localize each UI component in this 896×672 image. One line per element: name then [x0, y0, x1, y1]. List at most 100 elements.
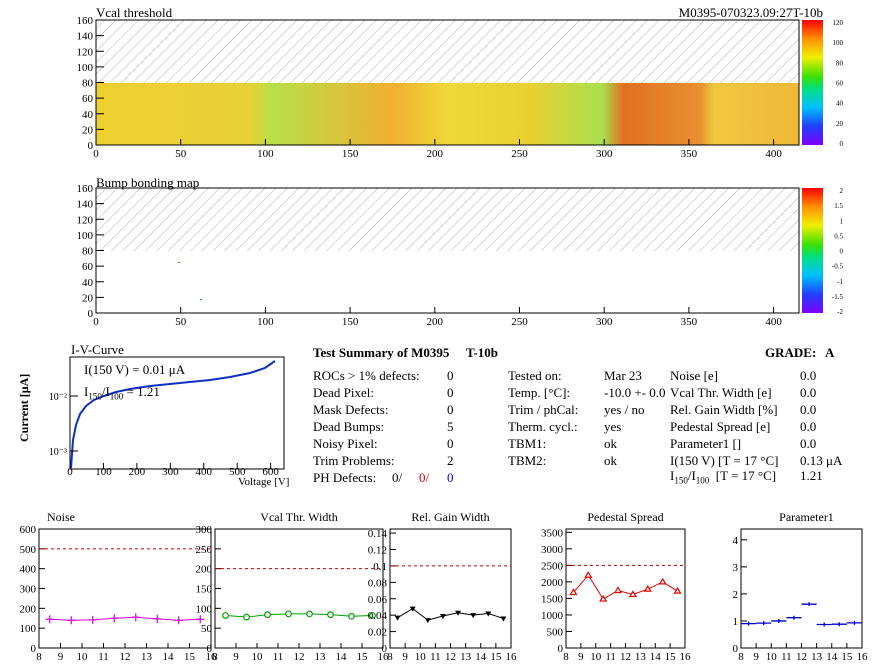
iv-ratio-i: I [84, 384, 89, 399]
trend-y-tick: 0.04 [368, 610, 388, 622]
trend-y-tick: 50 [201, 623, 213, 635]
trend-x-tick: 11 [781, 651, 792, 663]
trend-point [285, 610, 292, 618]
vcal-y-tick: 60 [82, 93, 94, 105]
trend-title: Pedestal Spread [587, 510, 663, 524]
trend-x-tick: 10 [590, 651, 602, 663]
trend-point [409, 606, 416, 612]
vcal-y-tick: 100 [77, 62, 94, 74]
bump-x-tick: 100 [257, 316, 274, 328]
summary-middle-value: Mar 23 [604, 368, 642, 383]
trend-point [153, 614, 162, 623]
grade-label: GRADE: [765, 345, 817, 360]
trend-y-tick: 3500 [541, 527, 564, 539]
vcal-y-tick: 160 [77, 15, 94, 27]
trend-point [673, 586, 682, 594]
trend-point [369, 612, 376, 619]
trend-point [222, 612, 229, 619]
trend-point [439, 613, 446, 619]
trend-x-tick: 16 [378, 651, 390, 663]
trend-y-tick: 200 [196, 564, 213, 576]
trend-title: Rel. Gain Width [411, 510, 489, 524]
trend-x-tick: 9 [578, 651, 584, 663]
bump-y-tick: 0 [88, 308, 94, 320]
trend-x-tick: 10 [77, 651, 89, 663]
trend-x-tick: 15 [665, 651, 677, 663]
trend-y-tick: 1500 [541, 593, 564, 605]
trend-y-tick: 3 [733, 562, 739, 574]
trend-title: Parameter1 [779, 510, 834, 524]
trend-x-tick: 9 [58, 651, 64, 663]
trend-x-tick: 8 [36, 651, 42, 663]
trend-y-tick: 0.12 [368, 545, 387, 557]
ratio-mid: /I [687, 468, 696, 483]
bump-palette-tick: -1.5 [832, 293, 844, 301]
trend-x-tick: 9 [233, 651, 239, 663]
trend-point [131, 613, 140, 622]
bump-y-tick: 60 [82, 261, 94, 273]
trend-y-tick: 0.1 [373, 561, 387, 573]
ratio-temp: [T = 17 °C] [715, 468, 777, 483]
trend-point [424, 618, 431, 624]
trend-y-tick: 0 [558, 643, 564, 655]
bump-palette-tick: 1.5 [834, 202, 843, 210]
summary-left-label: Dead Pixel: [313, 385, 375, 400]
trend-point [846, 620, 862, 625]
vcal-palette-tick: 0 [840, 140, 844, 148]
trend-point [614, 586, 623, 594]
trend-y-tick: 100 [20, 623, 37, 635]
bump-x-tick: 250 [511, 316, 528, 328]
trend-y-tick: 0 [382, 643, 388, 655]
trend-y-tick: 1000 [541, 610, 564, 622]
bump-y-tick: 100 [77, 230, 94, 242]
trend-x-tick: 11 [98, 651, 109, 663]
trend-x-tick: 13 [141, 651, 153, 663]
trend-point [786, 615, 802, 620]
trend-point [196, 615, 205, 624]
summary-middle-value: -10.0 +- 0.0 [604, 385, 666, 400]
bump-x-tick: 0 [93, 316, 99, 328]
trend-point [264, 611, 271, 619]
vcal-palette-tick: 80 [836, 59, 844, 67]
bump-y-tick: 160 [77, 183, 94, 195]
iv-ratio-value: = 1.21 [126, 384, 160, 399]
trend-point [584, 571, 593, 578]
trend-plot-4: Pedestal Spread 8 9 10 11 12 13 14 15 16 0 500 1000 1… [541, 510, 691, 663]
trend-x-tick: 14 [336, 651, 348, 663]
summary-right-label: Parameter1 [] [670, 436, 742, 451]
trend-y-tick: 2000 [541, 577, 564, 589]
trend-x-tick: 12 [796, 651, 807, 663]
trend-y-tick: 250 [196, 544, 213, 556]
iv-xlabel: Voltage [V] [238, 476, 290, 488]
bump-y-tick: 140 [77, 199, 94, 211]
trend-y-tick: 0.08 [368, 577, 388, 589]
bump-palette-tick: -1 [837, 278, 843, 286]
trend-y-tick: 3000 [541, 544, 564, 556]
trend-x-tick: 13 [460, 651, 472, 663]
summary-left-label: Mask Defects: [313, 402, 389, 417]
trend-point [455, 610, 462, 616]
trend-point [628, 590, 637, 598]
trend-x-tick: 16 [857, 651, 869, 663]
trend-x-tick: 15 [841, 651, 853, 663]
trend-x-tick: 8 [563, 651, 569, 663]
module-tag: M0395-070323.09:27T-10b [678, 5, 823, 20]
trend-line [573, 574, 678, 600]
trend-x-tick: 14 [163, 651, 175, 663]
trend-point [306, 610, 313, 618]
summary-left-label: ROCs > 1% defects: [313, 368, 420, 383]
vcal-y-tick: 20 [82, 124, 94, 136]
summary-left-value: 2 [447, 453, 454, 468]
bump-map-title: Bump bonding map [96, 175, 200, 190]
vcal-y-tick: 80 [82, 78, 94, 90]
vcal-palette-tick: 40 [836, 100, 844, 108]
iv-title: I-V-Curve [71, 342, 124, 357]
trend-point [485, 611, 492, 617]
vcal-x-tick: 0 [93, 148, 99, 160]
trend-x-tick: 16 [206, 651, 218, 663]
vcal-x-tick: 200 [427, 148, 444, 160]
summary-right-label: Pedestal Spread [e] [670, 419, 771, 434]
trend-point [348, 612, 355, 620]
trend-y-tick: 500 [20, 544, 37, 556]
vcal-y-tick: 140 [77, 31, 94, 43]
